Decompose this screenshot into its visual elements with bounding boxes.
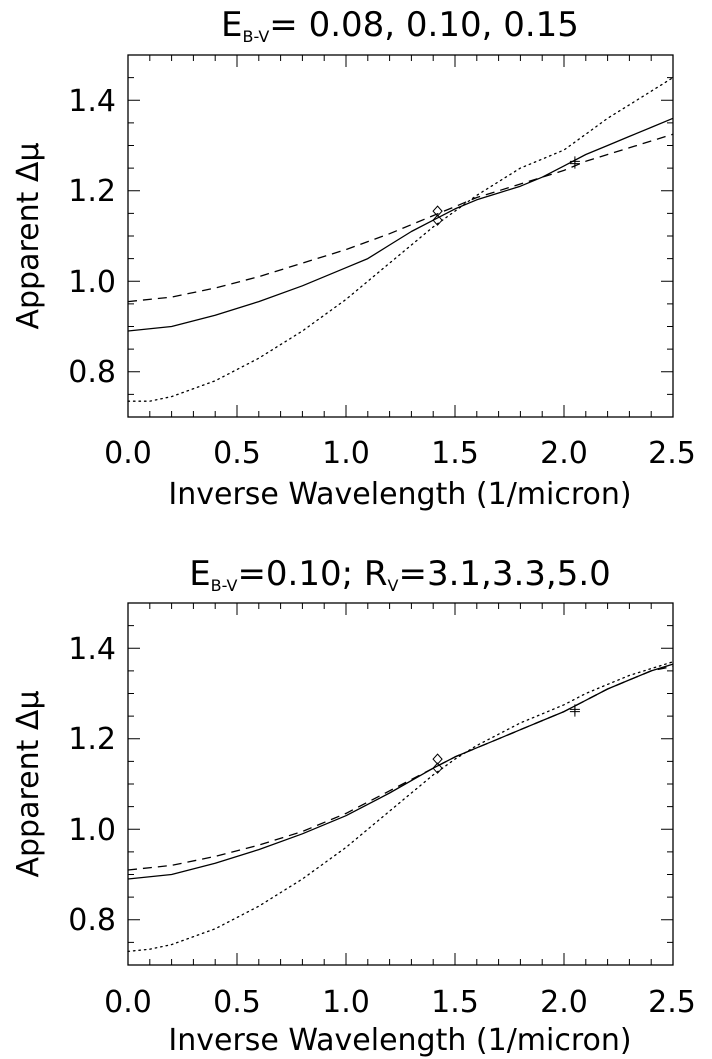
panel-1-y-tick-label: 0.8 bbox=[68, 355, 116, 390]
panel-2-x-tick-label: 0.0 bbox=[104, 985, 152, 1020]
diamond-marker bbox=[432, 753, 443, 765]
series-line-dashed bbox=[127, 665, 674, 871]
panel-2-y-tick-label: 1.0 bbox=[68, 813, 116, 848]
panel-1-x-tick-label: 2.0 bbox=[540, 436, 588, 471]
panel-1-x-tick-label: 0.0 bbox=[104, 436, 152, 471]
panel-2-x-tick-label: 0.5 bbox=[213, 985, 261, 1020]
diamond-marker bbox=[432, 762, 443, 774]
series-line-dotted bbox=[127, 76, 674, 402]
panel-1-y-tick-label: 1.0 bbox=[68, 265, 116, 300]
panel-1-x-tick-labels: 0.0 0.5 1.0 1.5 2.0 2.5 bbox=[104, 436, 696, 471]
panel-2-x-tick-label: 2.5 bbox=[648, 985, 696, 1020]
panel-2-ticks bbox=[127, 602, 674, 966]
panel-1: EB-V= 0.08, 0.10, 0.15 0.0 0.5 1.0 1.5 2… bbox=[11, 5, 696, 512]
panel-2-x-tick-labels: 0.0 0.5 1.0 1.5 2.0 2.5 bbox=[104, 985, 696, 1020]
panel-2-x-tick-label: 1.5 bbox=[431, 985, 479, 1020]
panel-1-x-tick-label: 2.5 bbox=[648, 436, 696, 471]
panel-1-y-tick-label: 1.4 bbox=[68, 84, 116, 119]
series-line-solid bbox=[127, 117, 674, 332]
panel-2-y-tick-label: 1.4 bbox=[68, 632, 116, 667]
panel-1-title: EB-V= 0.08, 0.10, 0.15 bbox=[221, 5, 579, 46]
plus-marker bbox=[569, 706, 580, 717]
panel-2-markers bbox=[432, 704, 580, 774]
panel-2-x-tick-label: 1.0 bbox=[322, 985, 370, 1020]
panel-1-series bbox=[127, 76, 674, 402]
panel-1-plot-frame bbox=[127, 54, 674, 418]
panel-2-plot-frame bbox=[127, 602, 674, 966]
panel-2-y-tick-label: 0.8 bbox=[68, 903, 116, 938]
panel-1-x-tick-label: 0.5 bbox=[213, 436, 261, 471]
plus-marker bbox=[569, 158, 580, 169]
panel-1-x-tick-label: 1.5 bbox=[431, 436, 479, 471]
diamond-marker bbox=[432, 205, 443, 217]
panel-2-y-tick-labels: 0.8 1.0 1.2 1.4 bbox=[68, 632, 116, 938]
panel-2: EB-V=0.10; RV=3.1,3.3,5.0 0.0 0.5 1.0 1.… bbox=[11, 554, 696, 1058]
panel-1-y-tick-labels: 0.8 1.0 1.2 1.4 bbox=[68, 84, 116, 390]
panel-1-x-tick-label: 1.0 bbox=[322, 436, 370, 471]
diamond-marker bbox=[432, 214, 443, 226]
panel-1-markers bbox=[432, 156, 580, 226]
panel-2-y-axis-label: Apparent Δμ bbox=[11, 690, 46, 877]
panel-1-y-tick-label: 1.2 bbox=[68, 174, 116, 209]
panel-1-x-axis-label: Inverse Wavelength (1/micron) bbox=[168, 477, 631, 512]
series-line-solid bbox=[127, 663, 674, 880]
series-line-dotted bbox=[127, 661, 674, 953]
series-line-dashed bbox=[127, 133, 674, 303]
panel-1-y-axis-label: Apparent Δμ bbox=[11, 142, 46, 329]
panel-2-x-tick-label: 2.0 bbox=[540, 985, 588, 1020]
panel-1-ticks bbox=[127, 54, 674, 418]
panel-2-series bbox=[127, 661, 674, 953]
panel-2-y-tick-label: 1.2 bbox=[68, 722, 116, 757]
panel-2-x-axis-label: Inverse Wavelength (1/micron) bbox=[168, 1023, 631, 1058]
panel-2-title: EB-V=0.10; RV=3.1,3.3,5.0 bbox=[189, 554, 611, 595]
